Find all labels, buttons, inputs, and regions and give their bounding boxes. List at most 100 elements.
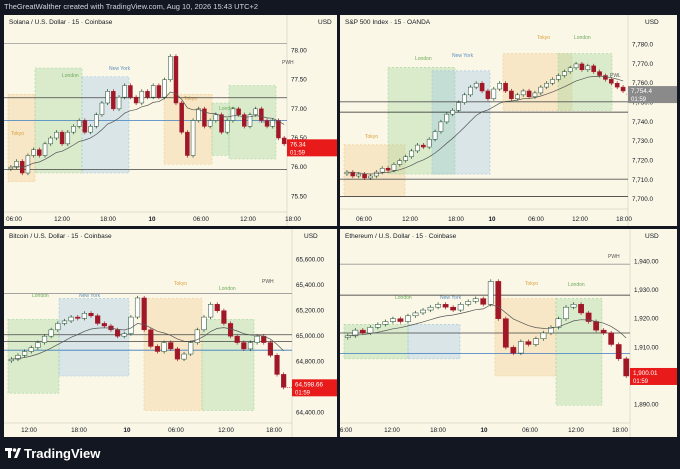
candle-body	[385, 168, 391, 171]
candle-body	[207, 120, 213, 127]
session-label: London	[395, 295, 412, 301]
chart-title: Bitcoin / U.S. Dollar · 15 · Coinbase	[9, 233, 112, 240]
candle-body	[515, 94, 520, 99]
chart-panel-ethereum[interactable]: London New York Tokyo London PWH 1,940.00 1,93…	[340, 229, 677, 437]
session-label: New York	[440, 295, 462, 301]
candle-body	[444, 113, 450, 123]
vwap-line	[10, 91, 285, 168]
candle-body	[8, 358, 14, 362]
candle-body	[196, 108, 201, 121]
currency-label: USD	[318, 19, 332, 26]
candle-body	[427, 306, 434, 311]
price-tick-label: 78.00	[291, 48, 307, 55]
candle-body	[281, 374, 287, 388]
candle-body	[133, 96, 139, 104]
candle-body	[115, 329, 121, 337]
candle-body	[593, 321, 600, 331]
candle-body	[562, 71, 567, 76]
session-label: New York	[452, 53, 474, 59]
candle-body	[128, 85, 133, 98]
candle-body	[391, 164, 397, 171]
price-tick-label: 7,780.0	[632, 42, 654, 49]
candle-body	[415, 144, 420, 152]
price-tick-label: 64,800.00	[296, 359, 325, 366]
price-tick-label: 1,920.00	[634, 316, 659, 323]
price-tick-label: 75.50	[291, 193, 307, 200]
candle-body	[344, 335, 351, 338]
candle-body	[214, 304, 220, 311]
candle-body	[570, 304, 577, 308]
candle-body	[48, 137, 53, 145]
chart-panel-sp500[interactable]: Tokyo London New York Tokyo London PWL 7,780.0…	[340, 15, 677, 226]
session-box	[557, 53, 613, 111]
candle-body	[426, 139, 432, 148]
candle-body	[162, 79, 167, 98]
candle-body	[148, 329, 154, 347]
candle-body	[141, 297, 147, 331]
chart-panel-bitcoin[interactable]: London New York Tokyo London PWH 65,600.00 65,…	[4, 229, 337, 437]
candle-body	[274, 355, 280, 375]
candle-body	[95, 315, 101, 324]
candle-body	[468, 86, 473, 96]
candle-body	[485, 90, 491, 99]
candle-body	[573, 63, 579, 69]
candle-body	[457, 304, 464, 311]
candle-body	[390, 318, 396, 322]
candle-body	[241, 342, 247, 350]
candle-body	[145, 91, 150, 98]
candle-body	[35, 342, 41, 348]
session-label: Tokyo	[184, 96, 197, 102]
time-tick-label: 06:00	[193, 216, 209, 223]
candle-body	[105, 91, 110, 104]
time-tick-label: 18:00	[612, 427, 628, 434]
session-label: London	[219, 106, 236, 112]
session-box	[502, 53, 573, 111]
candle-body	[254, 335, 260, 343]
session-label: London	[32, 293, 49, 299]
candle-body	[139, 91, 145, 104]
time-tick-label: 18:00	[100, 216, 116, 223]
candle-body	[615, 344, 622, 360]
price-tick-label: 65,000.00	[296, 333, 325, 340]
candle-body	[111, 91, 116, 110]
session-label: London	[219, 286, 236, 292]
candle-body	[168, 56, 173, 80]
footer-bar: TradingView	[0, 437, 680, 469]
time-tick-label: 18:00	[448, 216, 464, 223]
candle-body	[409, 150, 414, 157]
candle-body	[224, 120, 230, 133]
session-box	[387, 67, 456, 175]
chart-panel-solana[interactable]: Tokyo London New York Tokyo London New York PW…	[4, 15, 337, 226]
time-tick-label: 18:00	[430, 427, 446, 434]
candle-body	[520, 90, 526, 96]
candle-body	[161, 342, 167, 352]
candle-body	[61, 320, 68, 324]
time-tick-label: 10	[480, 427, 488, 434]
candle-body	[227, 323, 234, 337]
candle-body	[435, 304, 441, 308]
candle-body	[540, 332, 547, 339]
candle-body	[168, 342, 174, 350]
candle-body	[517, 341, 524, 354]
candle-body	[479, 82, 485, 92]
price-tick-label: 64,400.00	[296, 410, 325, 417]
candle-body	[503, 82, 508, 92]
candle-body	[219, 114, 224, 133]
candle-body	[567, 67, 573, 72]
time-tick-label: 12:00	[240, 216, 256, 223]
vwap-line	[11, 323, 284, 360]
candle-body	[234, 335, 240, 343]
candle-body	[438, 121, 444, 132]
time-tick-label: 12:00	[21, 427, 37, 434]
candle-body	[397, 318, 404, 322]
candle-body	[491, 88, 497, 99]
time-tick-label: 12:00	[218, 427, 234, 434]
candle-body	[88, 313, 94, 317]
candle-body	[82, 120, 88, 133]
candle-body	[533, 338, 539, 345]
candle-body	[544, 82, 549, 88]
candle-body	[202, 108, 207, 127]
time-tick-label: 18:00	[285, 216, 301, 223]
chart-title: S&P 500 Index · 15 · OANDA	[345, 19, 431, 26]
current-price-label: 64,598.66	[295, 381, 324, 388]
